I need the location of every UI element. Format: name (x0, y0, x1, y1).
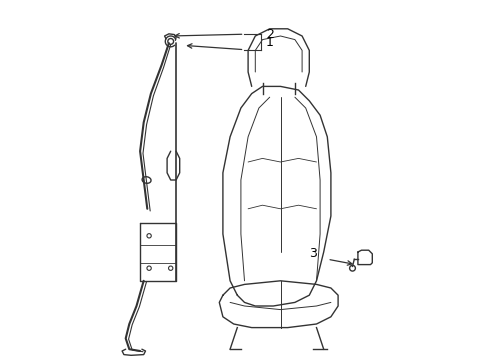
Text: 3: 3 (308, 247, 316, 260)
Text: 1: 1 (265, 36, 273, 49)
Text: 2: 2 (265, 28, 273, 41)
